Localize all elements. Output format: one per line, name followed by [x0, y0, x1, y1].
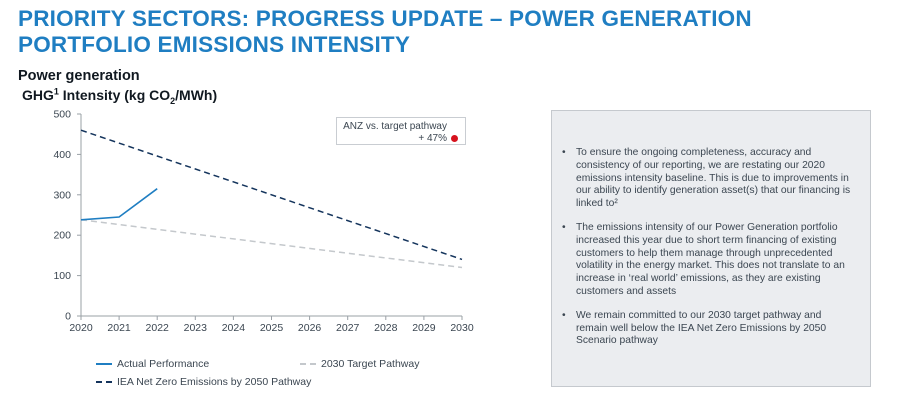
x-tick-label: 2029 — [412, 322, 436, 334]
x-tick-label: 2027 — [336, 322, 360, 334]
x-tick-label: 2021 — [107, 322, 131, 334]
annotation-value: + 47% — [418, 133, 447, 144]
y-axis-label-prefix: GHG — [22, 87, 54, 103]
legend-item-target: 2030 Target Pathway — [300, 358, 419, 370]
legend-label-iea: IEA Net Zero Emissions by 2050 Pathway — [117, 376, 312, 388]
series-line-actual-performance — [80, 188, 158, 221]
series-line-iea-nze-pathway — [80, 129, 463, 261]
x-tick-label: 2026 — [298, 322, 322, 334]
y-tick-label: 100 — [53, 270, 71, 282]
dashed-line-swatch-icon — [300, 363, 316, 366]
commentary-panel: To ensure the ongoing completeness, accu… — [551, 110, 871, 387]
page-title: PRIORITY SECTORS: PROGRESS UPDATE – POWE… — [18, 6, 752, 58]
x-tick-label: 2024 — [222, 322, 246, 334]
y-axis-label: GHG1 Intensity (kg CO2/MWh) — [22, 86, 218, 106]
legend-label-target: 2030 Target Pathway — [321, 358, 420, 370]
page-title-line-2: PORTFOLIO EMISSIONS INTENSITY — [18, 32, 411, 57]
emissions-intensity-chart: 0 100 200 300 400 500 2020 2021 2022 2023 2024 2025… — [53, 109, 474, 335]
x-tick-label: 2028 — [374, 322, 398, 334]
y-axis-label-mid: Intensity (kg CO — [58, 87, 171, 103]
list-item: We remain committed to our 2030 target p… — [560, 310, 852, 348]
y-tick-label: 0 — [65, 311, 71, 323]
x-tick-label: 2020 — [69, 322, 93, 334]
annotation-label: ANZ vs. target pathway — [343, 121, 447, 132]
legend-item-actual: Actual Performance — [96, 358, 209, 370]
y-tick-label: 400 — [53, 149, 71, 161]
y-tick-label: 500 — [53, 109, 71, 121]
x-tick-label: 2022 — [146, 322, 170, 334]
chart-title: Power generation — [18, 68, 140, 84]
x-tick-label: 2030 — [450, 322, 474, 334]
red-dot-icon — [451, 135, 458, 142]
x-tick-label: 2023 — [184, 322, 208, 334]
annotation-box: ANZ vs. target pathway + 47% — [336, 117, 466, 145]
y-axis-label-suffix: /MWh) — [175, 87, 218, 103]
dashed-line-swatch-icon — [96, 381, 112, 384]
legend-item-iea: IEA Net Zero Emissions by 2050 Pathway — [96, 376, 311, 388]
commentary-list: To ensure the ongoing completeness, accu… — [560, 147, 852, 348]
legend-label-actual: Actual Performance — [117, 358, 210, 370]
x-tick-label: 2025 — [260, 322, 284, 334]
y-axis-label-subscript: 2 — [170, 95, 176, 106]
y-axis-label-footnote: 1 — [53, 86, 59, 97]
y-tick-label: 300 — [53, 189, 71, 201]
list-item: To ensure the ongoing completeness, accu… — [560, 147, 852, 211]
series-line-2030-target-pathway — [80, 219, 463, 269]
y-tick-label: 200 — [53, 230, 71, 242]
page-title-line-1: PRIORITY SECTORS: PROGRESS UPDATE – POWE… — [18, 6, 752, 31]
list-item: The emissions intensity of our Power Gen… — [560, 222, 852, 299]
solid-line-swatch-icon — [96, 363, 112, 366]
